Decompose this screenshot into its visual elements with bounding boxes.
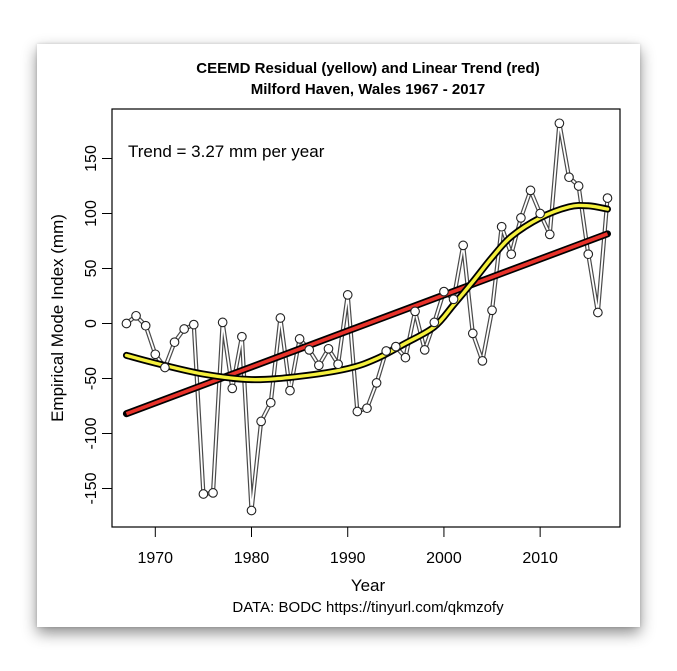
data-point	[448, 294, 459, 305]
y-tick-label: 100	[83, 200, 100, 227]
trend-annotation: Trend = 3.27 mm per year	[128, 142, 325, 161]
y-tick-label: -150	[83, 472, 100, 504]
data-point	[487, 305, 497, 316]
data-point	[496, 221, 507, 232]
data-point	[362, 403, 372, 414]
data-point	[150, 349, 161, 360]
y-tick-label: 50	[83, 260, 100, 278]
data-line-outline	[125, 121, 610, 513]
data-point	[275, 313, 286, 323]
data-point	[160, 362, 170, 373]
data-point	[467, 328, 478, 339]
data-point	[544, 229, 555, 240]
data-point	[439, 286, 449, 297]
trend-line	[125, 232, 609, 416]
data-point	[265, 397, 276, 408]
data-point	[400, 352, 411, 363]
data-point	[304, 345, 315, 355]
data-point	[429, 317, 440, 328]
data-point	[506, 249, 517, 260]
data-point	[410, 306, 420, 317]
data-point	[323, 343, 334, 354]
data-point	[593, 307, 603, 318]
y-axis: -150 -100 -50 0 50 100 150	[83, 145, 112, 505]
data-point	[583, 249, 594, 260]
chart-title: CEEMD Residual (yellow) and Linear Trend…	[196, 60, 539, 77]
x-tick-label: 2010	[522, 550, 558, 567]
x-axis: 1970 1980 1990 2000 2010	[137, 527, 558, 567]
data-point	[227, 383, 238, 394]
data-point	[314, 360, 324, 371]
plot-frame	[111, 108, 621, 528]
y-tick-label: 0	[83, 319, 100, 328]
chart-subtitle: Milford Haven, Wales 1967 - 2017	[251, 81, 486, 98]
data-point	[535, 208, 545, 219]
y-tick-label: -100	[83, 417, 100, 449]
data-point	[121, 318, 132, 329]
residual-curve	[124, 203, 610, 382]
data-point	[564, 172, 574, 183]
data-point	[208, 488, 218, 498]
x-tick-label: 2000	[426, 550, 462, 567]
source-note: DATA: BODC https://tinyurl.com/qkmzofy	[232, 599, 504, 616]
data-point	[294, 334, 305, 344]
residual-curve-outline	[122, 201, 611, 384]
data-point	[342, 290, 353, 300]
x-tick-label: 1980	[234, 550, 270, 567]
data-point	[477, 356, 488, 366]
data-point	[179, 324, 190, 334]
data-point	[458, 240, 469, 251]
data-point	[256, 416, 266, 427]
data-point	[217, 317, 228, 328]
data-point	[371, 378, 382, 388]
y-tick-label: 150	[83, 145, 100, 172]
data-point	[525, 185, 536, 196]
data-point	[285, 385, 295, 396]
data-point	[573, 181, 584, 191]
data-point	[188, 319, 199, 330]
data-point	[237, 331, 247, 342]
x-tick-label: 1990	[330, 550, 366, 567]
data-point	[352, 406, 363, 417]
data-point	[390, 341, 401, 352]
data-point	[333, 359, 343, 370]
data-point	[246, 505, 257, 516]
data-point	[140, 320, 151, 331]
data-point	[602, 193, 613, 203]
x-axis-label: Year	[351, 576, 386, 595]
y-tick-label: -50	[83, 367, 100, 390]
data-point	[381, 346, 392, 356]
x-tick-label: 1970	[137, 550, 173, 567]
data-point	[198, 489, 209, 499]
data-line	[125, 122, 609, 512]
data-point	[554, 118, 565, 129]
plot-area	[121, 118, 613, 516]
data-point	[169, 337, 180, 348]
data-point	[131, 310, 141, 321]
data-point	[419, 345, 430, 355]
data-point	[516, 213, 526, 223]
y-axis-label: Empirical Mode Index (mm)	[48, 214, 67, 422]
